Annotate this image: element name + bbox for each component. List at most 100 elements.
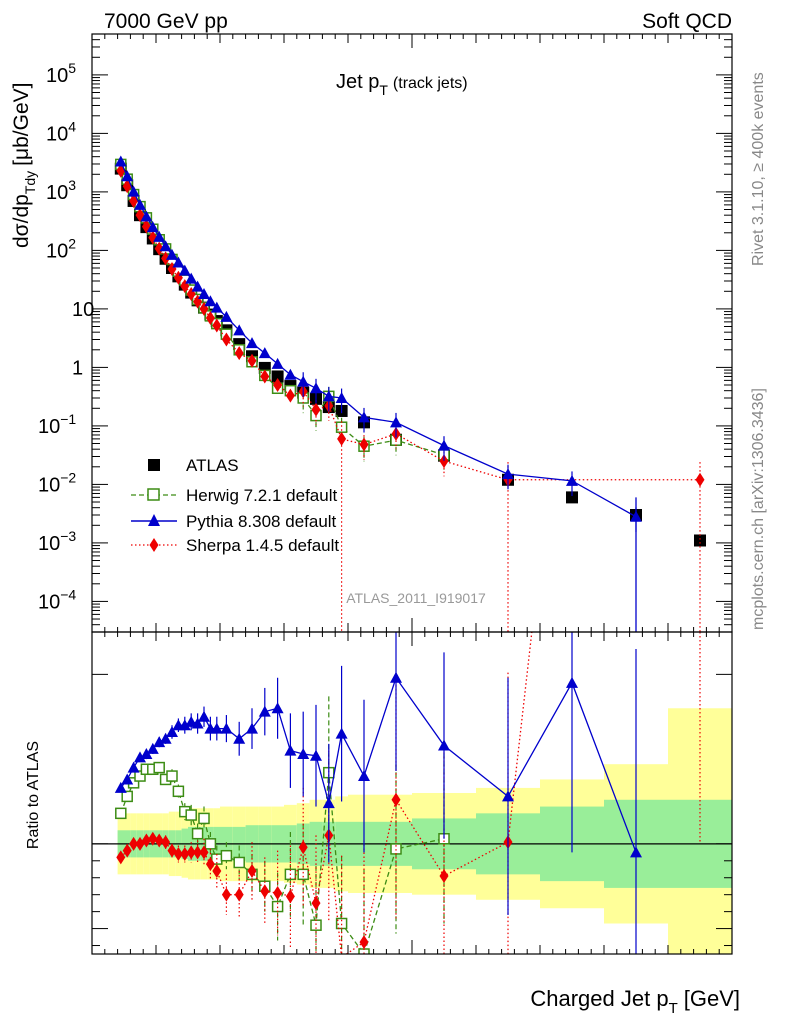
- main-title-sub: T: [379, 82, 388, 98]
- ratio-point-herwig: [115, 807, 127, 820]
- ratio-point-sherpa: [285, 889, 295, 904]
- upper-line-herwig: [120, 164, 445, 456]
- upper-point-pythia: [121, 170, 134, 182]
- main-title-text: Jet p: [336, 71, 379, 93]
- upper-point-sherpa: [285, 388, 295, 403]
- upper-point-pythia: [310, 382, 322, 394]
- ratio-point-pythia: [220, 722, 233, 734]
- legend-label-atlas: ATLAS: [186, 456, 239, 475]
- legend-label-pythia: Pythia 8.308 default: [186, 512, 337, 531]
- ratio-point-sherpa: [359, 935, 369, 950]
- ratio-point-pythia: [134, 751, 146, 763]
- ratio-point-sherpa: [193, 845, 203, 860]
- ratio-point-pythia: [310, 749, 322, 761]
- ratio-point-herwig: [233, 856, 245, 869]
- ratio-point-pythia: [159, 732, 172, 744]
- ratio-point-sherpa: [180, 847, 190, 862]
- upper-point-pythia: [246, 337, 258, 349]
- ratio-point-herwig: [204, 838, 217, 850]
- lower-ytick-label-right: 2: [748, 664, 759, 686]
- ratio-point-pythia: [191, 717, 204, 729]
- ratio-point-pythia: [258, 705, 271, 717]
- upper-point-sherpa: [221, 332, 231, 347]
- lower-frame: [91, 631, 733, 955]
- xlabel-unit: [GeV]: [684, 986, 740, 1011]
- ratio-ylabel: Ratio to ATLAS: [25, 741, 42, 849]
- upper-point-sherpa: [695, 472, 705, 487]
- upper-point-pythia: [322, 390, 335, 402]
- ratio-point-pythia: [146, 742, 159, 754]
- legend-marker-atlas: [148, 459, 160, 471]
- upper-point-pythia: [210, 301, 223, 313]
- ratio-point-pythia: [121, 773, 134, 785]
- upper-ylabel: dσ/dpTdy [μb/GeV]: [10, 83, 38, 249]
- lower-ytick-label: 1: [71, 834, 82, 856]
- ratio-point-pythia: [210, 722, 223, 734]
- lower-xtick-label: 50: [401, 961, 423, 983]
- upper-ytick-label: 10−4: [38, 586, 76, 613]
- upper-point-pythia: [630, 510, 642, 522]
- header-left: 7000 GeV pp: [104, 10, 228, 33]
- ratio-point-sherpa: [311, 896, 321, 911]
- ratio-point-sherpa: [391, 792, 401, 807]
- analysis-watermark: ATLAS_2011_I919017: [346, 590, 486, 606]
- ratio-point-sherpa: [221, 887, 231, 902]
- upper-point-pythia: [191, 280, 204, 292]
- ratio-point-pythia: [358, 770, 370, 782]
- upper-ytick-label: 10−1: [38, 411, 76, 438]
- upper-ytick-label: 1: [72, 357, 83, 379]
- upper-point-atlas: [566, 491, 578, 504]
- ratio-point-sherpa: [154, 833, 164, 848]
- upper-point-pythia: [335, 391, 348, 403]
- ratio-point-pythia: [390, 671, 402, 683]
- upper-point-pythia: [140, 210, 153, 222]
- legend-label-sherpa: Sherpa 1.4.5 default: [186, 536, 339, 555]
- rivet-label: Rivet 3.1.10, ≥ 400k events: [750, 72, 767, 266]
- upper-point-pythia: [284, 368, 297, 380]
- ratio-point-pythia: [140, 748, 153, 760]
- upper-point-pythia: [220, 310, 233, 322]
- ratio-point-pythia: [297, 748, 310, 760]
- upper-point-sherpa: [439, 454, 449, 469]
- ratio-point-sherpa: [148, 831, 158, 846]
- upper-ylabel-unit: [μb/GeV]: [10, 83, 33, 166]
- ratio-point-pythia: [198, 710, 210, 722]
- ratio-point-sherpa: [205, 857, 215, 872]
- upper-line-sherpa: [120, 170, 700, 481]
- upper-point-pythia: [233, 324, 246, 336]
- ratio-point-pythia: [335, 727, 348, 739]
- upper-ylabel-main: dσ/dp: [10, 194, 33, 248]
- upper-point-pythia: [204, 295, 217, 307]
- upper-point-pythia: [185, 272, 198, 284]
- upper-ytick-label: 10−3: [38, 528, 76, 555]
- upper-point-atlas: [271, 370, 284, 383]
- legend: ATLAS Herwig 7.2.1 default Pythia 8.308 …: [131, 456, 339, 555]
- ratio-point-sherpa: [273, 885, 283, 900]
- upper-point-pythia: [127, 185, 140, 197]
- main-title-note: (track jets): [393, 75, 468, 92]
- ratio-point-herwig: [134, 770, 146, 782]
- upper-point-pythia: [166, 248, 178, 260]
- upper-ytick-label: 105: [46, 60, 76, 87]
- lower-ytick-label: 2: [71, 664, 82, 686]
- ratio-point-pythia: [233, 732, 246, 744]
- legend-marker-sherpa: [149, 538, 159, 552]
- ratio-point-sherpa: [234, 887, 244, 902]
- main-title: Jet pT (track jets): [336, 71, 468, 98]
- ratio-point-pythia: [438, 739, 450, 751]
- upper-point-atlas: [694, 534, 706, 547]
- ratio-point-sherpa: [439, 869, 449, 884]
- ratio-point-pythia: [127, 761, 140, 773]
- upper-point-pythia: [297, 375, 310, 387]
- upper-point-pythia: [258, 347, 271, 359]
- ratio-point-herwig: [220, 849, 233, 862]
- ratio-point-pythia: [322, 797, 335, 809]
- ratio-point-pythia: [178, 719, 191, 731]
- ratio-point-sherpa: [186, 845, 196, 860]
- upper-ytick-label: 10: [72, 299, 94, 321]
- lower-ytick-label: 0.5: [54, 919, 82, 941]
- ratio-point-pythia: [502, 790, 514, 802]
- lower-ytick-label-right: 1: [748, 834, 759, 856]
- ratio-point-pythia: [566, 676, 578, 688]
- legend-marker-pythia: [148, 514, 160, 526]
